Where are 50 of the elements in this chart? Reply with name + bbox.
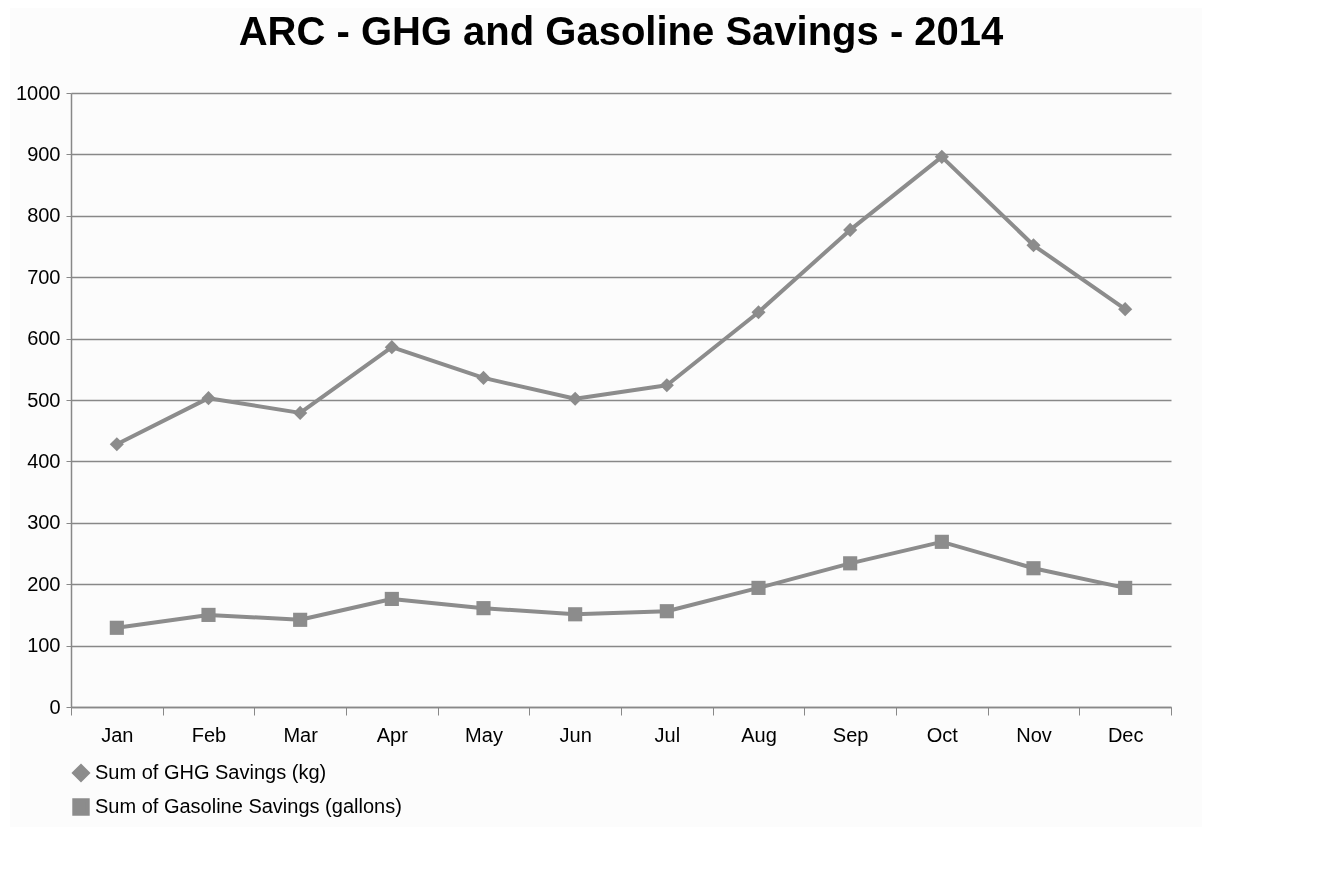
x-tick-label: May <box>465 723 503 746</box>
y-tick-label: 200 <box>27 572 61 595</box>
point <box>476 370 491 385</box>
point <box>109 437 124 452</box>
x-tick-label: Jun <box>559 723 592 746</box>
point <box>934 149 949 164</box>
legend-label: Sum of Gasoline Savings (gallons) <box>95 795 402 817</box>
point <box>934 534 949 549</box>
y-tick-label: 300 <box>27 511 61 534</box>
point <box>109 620 124 635</box>
point <box>1026 238 1041 253</box>
y-tick-label: 0 <box>49 695 61 718</box>
point <box>201 391 216 406</box>
point <box>843 222 858 237</box>
y-tick-label: 800 <box>27 204 61 227</box>
point <box>843 556 858 571</box>
point <box>1118 302 1133 317</box>
x-tick-label: Mar <box>283 723 319 746</box>
point <box>1118 580 1133 595</box>
y-tick-label: 1000 <box>16 81 61 104</box>
point <box>659 378 674 393</box>
y-tick-label: 600 <box>27 327 61 350</box>
point <box>568 391 583 406</box>
y-tick-label: 900 <box>27 142 61 165</box>
point <box>751 580 766 595</box>
x-tick-label: Dec <box>1107 723 1144 746</box>
x-tick-label: Feb <box>191 723 227 746</box>
x-tick-label: Apr <box>376 723 409 746</box>
point <box>201 607 216 622</box>
y-tick-label: 100 <box>27 634 61 657</box>
y-tick-label: 400 <box>27 449 61 472</box>
point <box>384 340 399 355</box>
y-tick-label: 500 <box>27 388 61 411</box>
x-tick-label: Aug <box>741 723 777 746</box>
point <box>293 612 308 627</box>
point <box>751 305 766 320</box>
x-tick-label: Sep <box>832 723 869 746</box>
point <box>476 601 491 616</box>
point <box>293 405 308 420</box>
chart-title: ARC - GHG and Gasoline Savings - 2014 <box>238 9 1005 53</box>
y-tick-label: 700 <box>27 265 61 288</box>
x-tick-label: Nov <box>1016 723 1052 746</box>
x-tick-label: Jan <box>101 723 134 746</box>
point <box>568 607 583 622</box>
point <box>659 604 674 619</box>
point <box>384 591 399 607</box>
x-tick-label: Oct <box>926 723 959 746</box>
legend-label: Sum of GHG Savings (kg) <box>95 761 327 783</box>
x-tick-label: Jul <box>654 723 681 746</box>
point <box>1026 561 1041 576</box>
